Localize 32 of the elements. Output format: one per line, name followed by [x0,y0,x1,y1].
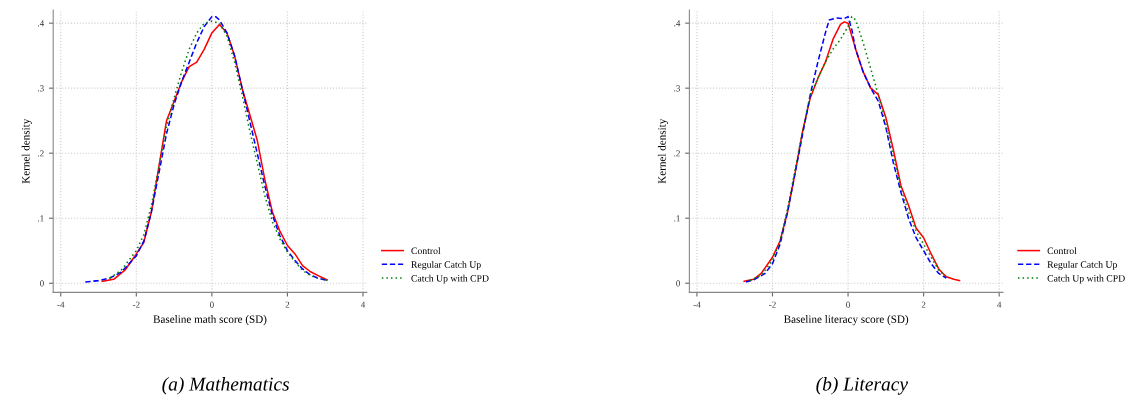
y-axis-title: Kernel density [657,118,669,184]
y-tick-label: .4 [38,20,45,27]
y-tick-label: .1 [38,215,44,222]
x-tick-label: -2 [769,301,776,308]
x-tick-label: -4 [693,301,701,308]
text: (b) Literacy [816,376,909,395]
y-tick-label: .4 [674,20,681,27]
legend-label: Catch Up with CPD [1047,274,1125,284]
legend-label: Regular Catch Up [1047,260,1117,270]
y-tick-label: .3 [38,85,44,92]
legend-label: Control [411,247,441,255]
x-axis-title: Baseline math score (SD) [153,315,267,326]
x-tick-label: -2 [132,301,140,308]
y-axis-title: Kernel density [21,118,32,184]
x-tick-label: 4 [997,301,1002,308]
legend-label: Control [1047,247,1077,255]
x-tick-label: -4 [57,301,65,308]
y-tick-label: 0 [676,280,681,287]
x-tick-label: 2 [921,301,926,308]
x-tick-label: 4 [360,301,366,308]
x-tick-label: 2 [285,301,290,308]
y-tick-label: 0 [40,280,44,287]
x-axis-title: Baseline literacy score (SD) [784,315,909,326]
legend-label: Regular Catch Up [411,260,481,270]
x-tick-label: 0 [209,301,214,308]
y-tick-label: .3 [674,85,681,92]
y-tick-label: .1 [674,215,680,222]
legend-label: Catch Up with CPD [411,274,489,284]
x-tick-label: 0 [846,301,850,308]
y-tick-label: .2 [38,150,44,157]
y-tick-label: .2 [674,150,680,157]
text: (a) Mathematics [162,376,290,395]
